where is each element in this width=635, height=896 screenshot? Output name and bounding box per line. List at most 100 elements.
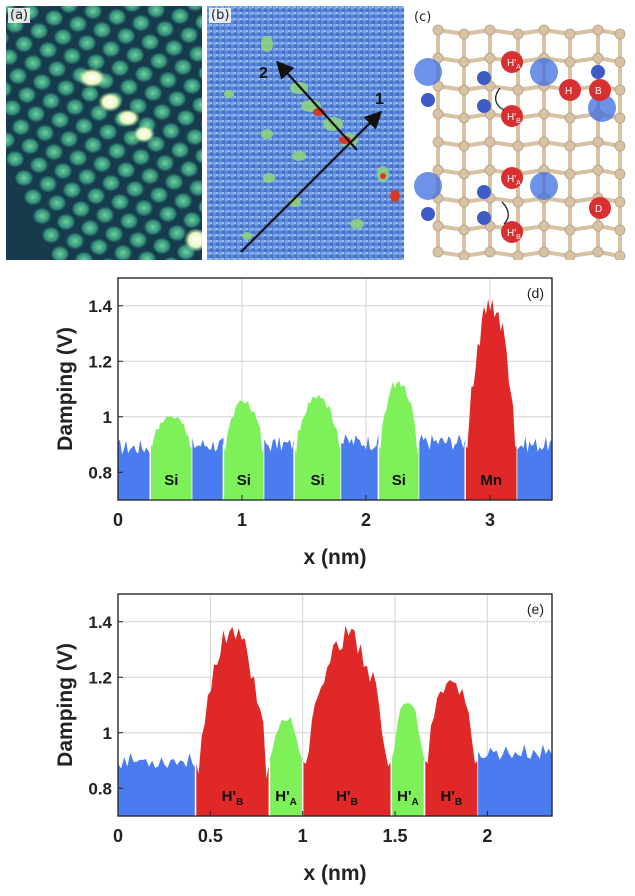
surface-atom [101,40,121,58]
segment-label: Si [392,472,406,489]
x-tick-label: 0 [113,826,123,846]
surface-atom [77,34,97,52]
si-atom [592,164,604,176]
surface-atom [122,6,142,13]
substrate-atom-blue [591,65,605,79]
surface-atom [62,181,82,199]
surface-atom [47,60,67,78]
si-atom [484,246,496,258]
surface-atom [32,207,52,225]
si-atom [564,250,576,260]
plot-frame [117,277,553,501]
y-axis-label: Damping (V) [54,327,77,451]
x-axis-label: x (nm) [304,862,367,885]
si-atom [432,136,444,148]
surface-atom [197,199,202,215]
surface-atom [162,256,180,260]
x-tick-label: 3 [485,510,495,530]
si-atom [432,108,444,120]
surface-atom [41,92,61,110]
surface-atom [140,33,160,51]
peak-segment [391,703,425,816]
surface-atom [98,123,118,141]
si-atom [512,84,524,96]
si-atom [614,224,626,236]
si-atom [484,24,496,36]
panel-label: (d) [527,285,544,301]
surface-atom [107,8,127,26]
surface-atom [158,71,178,89]
si-atom [512,140,524,152]
site-h-b-2 [501,221,523,243]
si-atom [432,24,444,36]
si-atom [614,140,626,152]
substrate-segment [264,436,295,500]
surface-atom [74,251,94,260]
surface-atom [164,173,184,191]
surface-atom [119,212,139,230]
surface-atom [86,187,106,205]
surface-atom [179,160,199,178]
surface-atom [50,245,70,260]
si-atom [592,52,604,64]
surface-atom [6,30,10,46]
surface-atom [194,13,202,31]
surface-atom [125,46,145,64]
si-atom [512,28,524,40]
y-tick-label: 0.8 [88,779,112,798]
surface-atom [41,226,61,244]
substrate-atom-blue [477,185,491,199]
substrate-segment [419,434,466,500]
site-h-b [501,105,523,127]
mn-adatom-blue [414,172,442,200]
x-tick-label: 0 [113,510,123,530]
surface-atom [77,168,97,186]
panel-c-label: (c) [414,10,432,25]
x-tick-label: 2 [482,826,492,846]
surface-atom [197,65,202,81]
si-atom [564,140,576,152]
substrate-atom-blue [421,93,435,107]
surface-atom [44,143,64,161]
arrow-2-label: 2 [259,65,268,82]
si-atom [458,224,470,236]
si-atom [458,28,470,40]
si-atom [564,196,576,208]
peak-segment [150,415,193,500]
chart-d: Si Si Si Si Mn 0 1 2 3 0.8 1 1.2 1.4 x (nm) Damping (V… [54,277,553,569]
x-tick-label: 1.5 [383,826,408,846]
si-atom [614,168,626,180]
profile-arrow-1 [240,110,383,253]
y-tick-label: 0.8 [88,463,112,482]
surface-atom [92,155,112,173]
x-tick-label: 1 [237,510,247,530]
surface-atom [182,211,202,229]
peak-segment [465,298,518,500]
surface-atom [6,117,7,125]
surface-atom [59,130,79,148]
surface-atom [38,6,52,8]
si-atom [564,28,576,40]
site-b [589,79,611,101]
si-atom [614,28,626,40]
panel-label: (e) [527,601,544,617]
panel-a-topography: (a) [6,6,202,260]
surface-atom [188,45,202,63]
surface-atom [29,156,49,174]
surface-atom [164,39,184,57]
peak-segment [269,717,303,816]
surface-atom [80,85,100,103]
si-atom [564,224,576,236]
mn-adatom-blue [530,172,558,200]
arrow-1-label: 1 [375,91,384,108]
surface-atom [152,103,172,121]
y-tick-label: 1.2 [88,668,112,687]
surface-atom [110,193,130,211]
surface-atom [92,21,112,39]
si-atom [614,196,626,208]
segment-label: Si [164,472,178,489]
substrate-atom-blue [477,99,491,113]
surface-atom [20,137,40,155]
surface-atom [23,54,43,72]
surface-atom [95,206,115,224]
